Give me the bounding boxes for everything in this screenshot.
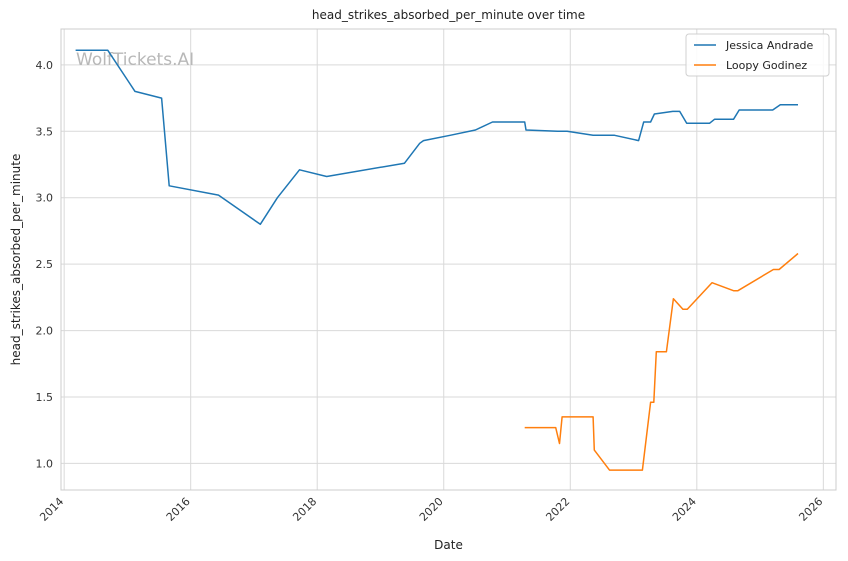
- series-line: [75, 49, 798, 226]
- x-tick-label: 2022: [543, 495, 572, 524]
- y-tick-label: 1.5: [36, 391, 54, 404]
- x-tick-label: 2018: [290, 495, 319, 524]
- tick-labels: 2014 2016 2018 2020 2022 2024 2026 1.0 1.5 2.0 2.5…: [36, 59, 826, 524]
- y-tick-label: 3.5: [36, 125, 54, 138]
- x-tick-label: 2016: [164, 495, 193, 524]
- x-tick-label: 2026: [796, 495, 825, 524]
- y-tick-label: 1.0: [36, 457, 54, 470]
- legend-box: [685, 33, 830, 77]
- series-line: [524, 252, 799, 471]
- watermark-text: WolfTickets.AI: [76, 50, 194, 70]
- y-tick-label: 2.0: [36, 325, 54, 338]
- y-axis-label: head_strikes_absorbed_per_minute: [9, 154, 23, 366]
- plot-frame: [60, 28, 837, 491]
- x-tick-label: 2020: [417, 495, 446, 524]
- series-lines: [75, 49, 799, 471]
- legend-label: Jessica Andrade: [725, 39, 814, 52]
- x-tick-label: 2024: [670, 495, 699, 524]
- grid-lines: [61, 29, 836, 490]
- x-axis-label: Date: [434, 538, 463, 552]
- legend: Jessica Andrade Loopy Godinez: [685, 33, 830, 77]
- y-tick-label: 2.5: [36, 258, 54, 271]
- legend-label: Loopy Godinez: [726, 59, 807, 72]
- y-tick-label: 3.0: [36, 192, 54, 205]
- x-tick-label: 2014: [37, 495, 66, 524]
- y-tick-label: 4.0: [36, 59, 54, 72]
- chart-title: head_strikes_absorbed_per_minute over ti…: [312, 8, 585, 22]
